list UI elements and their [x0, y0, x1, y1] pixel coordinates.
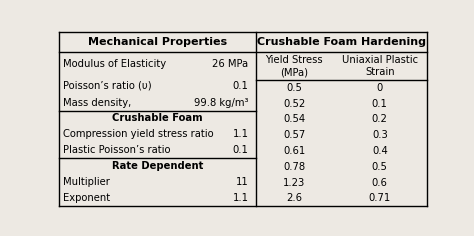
Text: (MPa): (MPa)	[280, 67, 309, 77]
Text: Crushable Foam: Crushable Foam	[112, 114, 203, 123]
Text: 0.54: 0.54	[283, 114, 305, 124]
Text: 0.1: 0.1	[372, 99, 388, 109]
Text: Yield Stress: Yield Stress	[265, 55, 323, 65]
Text: 0.2: 0.2	[372, 114, 388, 124]
Text: 26 MPa: 26 MPa	[212, 59, 248, 69]
Text: 0.52: 0.52	[283, 99, 305, 109]
Text: Exponent: Exponent	[63, 193, 110, 203]
Text: 1.23: 1.23	[283, 178, 305, 188]
Text: 0.1: 0.1	[233, 81, 248, 91]
Text: 0.57: 0.57	[283, 130, 305, 140]
Text: 0.78: 0.78	[283, 162, 305, 172]
Text: 0.6: 0.6	[372, 178, 388, 188]
Text: Crushable Foam Hardening: Crushable Foam Hardening	[257, 37, 426, 47]
Text: 1.1: 1.1	[232, 129, 248, 139]
Text: Rate Dependent: Rate Dependent	[112, 161, 203, 171]
Text: 99.8 kg/m³: 99.8 kg/m³	[194, 98, 248, 108]
Text: 0.5: 0.5	[286, 83, 302, 93]
Text: 2.6: 2.6	[286, 194, 302, 203]
Text: 11: 11	[236, 177, 248, 187]
Text: 1.1: 1.1	[232, 193, 248, 203]
Text: Modulus of Elasticity: Modulus of Elasticity	[63, 59, 166, 69]
Text: 0.71: 0.71	[369, 194, 391, 203]
Text: 0.1: 0.1	[233, 145, 248, 155]
Text: 0.61: 0.61	[283, 146, 305, 156]
Text: Poisson’s ratio (υ): Poisson’s ratio (υ)	[63, 81, 152, 91]
Text: Mechanical Properties: Mechanical Properties	[88, 37, 227, 47]
Text: Strain: Strain	[365, 67, 394, 77]
Text: Uniaxial Plastic: Uniaxial Plastic	[342, 55, 418, 65]
Text: Mass density,: Mass density,	[63, 98, 131, 108]
Text: Multiplier: Multiplier	[63, 177, 110, 187]
Text: 0.5: 0.5	[372, 162, 388, 172]
Text: 0: 0	[377, 83, 383, 93]
Text: Plastic Poisson’s ratio: Plastic Poisson’s ratio	[63, 145, 171, 155]
Text: 0.3: 0.3	[372, 130, 388, 140]
Text: Compression yield stress ratio: Compression yield stress ratio	[63, 129, 214, 139]
Text: 0.4: 0.4	[372, 146, 388, 156]
